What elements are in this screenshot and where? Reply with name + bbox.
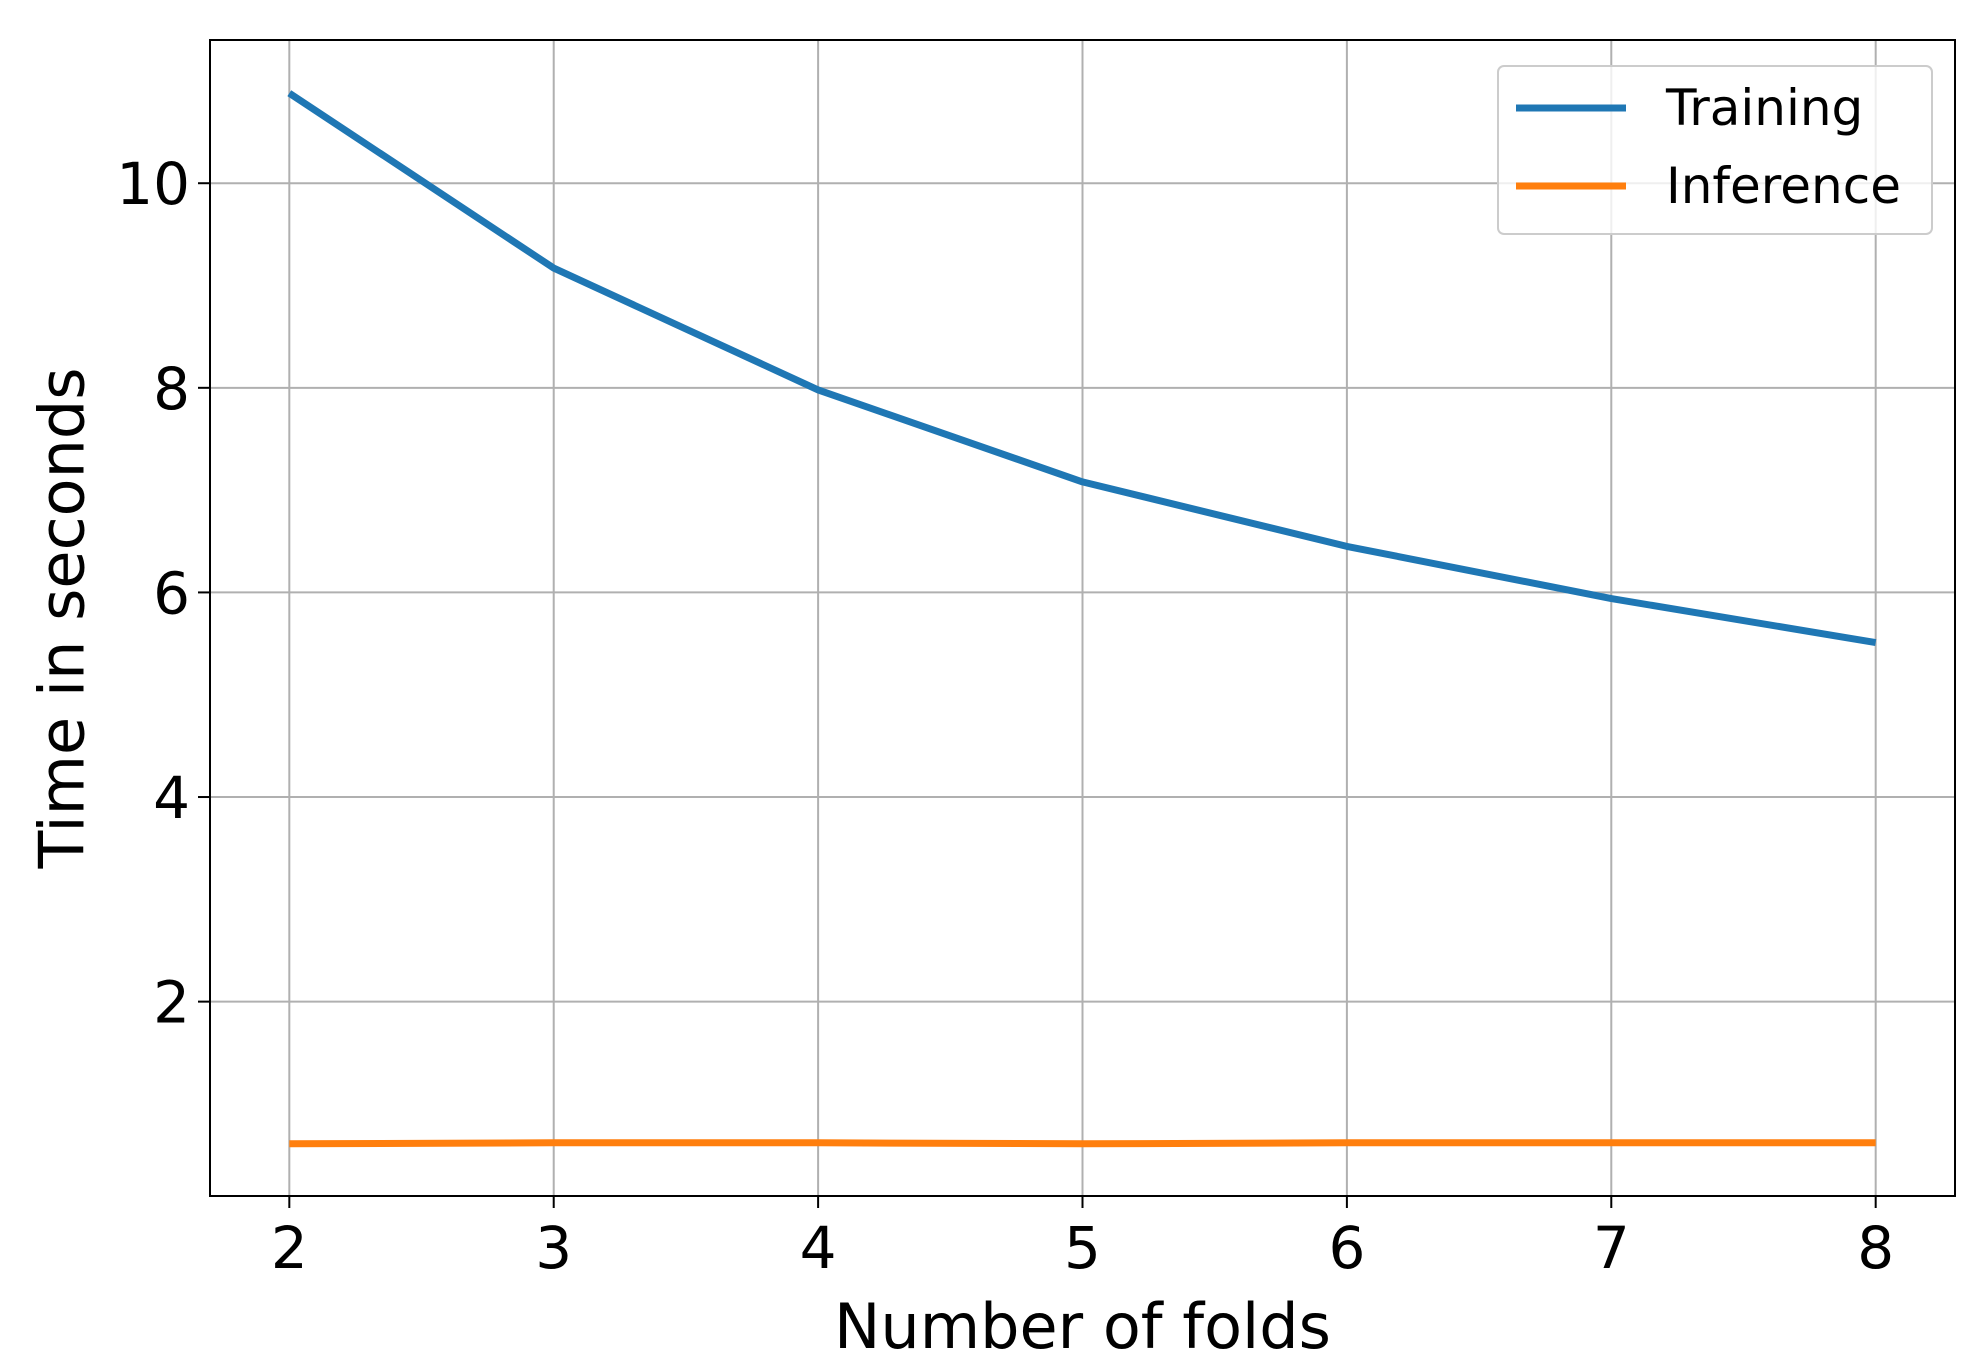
y-tick-label: 6 [153,559,190,627]
x-tick-label: 4 [800,1214,837,1282]
legend-label-inference: Inference [1666,157,1901,215]
series-layer [287,90,1877,1148]
x-tick-label: 8 [1857,1214,1894,1282]
x-axis-label: Number of folds [834,1290,1331,1363]
x-tick-label: 6 [1328,1214,1365,1282]
series-line-inference [289,1139,1876,1148]
tick-layer: 2 3 4 5 6 7 8 2 4 6 8 10 [116,150,1894,1282]
x-tick-label: 5 [1064,1214,1101,1282]
x-tick-label: 2 [271,1214,308,1282]
y-tick-label: 2 [153,969,190,1037]
y-tick-label: 8 [153,355,190,423]
legend-label-training: Training [1665,79,1863,137]
x-tick-label: 3 [535,1214,572,1282]
legend: Training Inference [1497,65,1933,235]
series-line-training [287,90,1877,647]
y-tick-label: 4 [153,764,190,832]
x-tick-label: 7 [1593,1214,1630,1282]
y-axis-label: Time in seconds [26,367,99,869]
y-tick-label: 10 [116,150,190,218]
